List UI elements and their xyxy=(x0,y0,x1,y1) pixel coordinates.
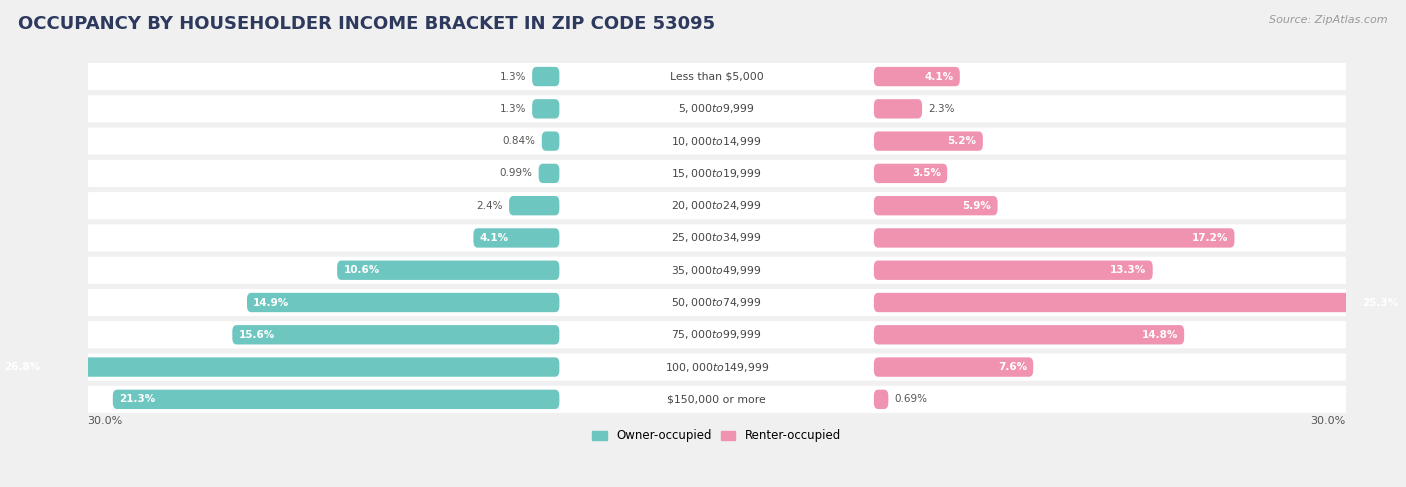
FancyBboxPatch shape xyxy=(531,99,560,118)
FancyBboxPatch shape xyxy=(531,67,560,86)
Text: $35,000 to $49,999: $35,000 to $49,999 xyxy=(672,264,762,277)
Text: 30.0%: 30.0% xyxy=(1310,416,1346,426)
Text: $10,000 to $14,999: $10,000 to $14,999 xyxy=(672,134,762,148)
FancyBboxPatch shape xyxy=(875,325,1184,344)
Text: 1.3%: 1.3% xyxy=(499,72,526,81)
Text: $100,000 to $149,999: $100,000 to $149,999 xyxy=(665,360,769,374)
Text: 10.6%: 10.6% xyxy=(343,265,380,275)
Text: 7.6%: 7.6% xyxy=(998,362,1026,372)
Text: 14.8%: 14.8% xyxy=(1142,330,1178,340)
FancyBboxPatch shape xyxy=(538,164,560,183)
Text: 4.1%: 4.1% xyxy=(924,72,953,81)
FancyBboxPatch shape xyxy=(83,128,1350,155)
Text: $25,000 to $34,999: $25,000 to $34,999 xyxy=(672,231,762,244)
FancyBboxPatch shape xyxy=(83,225,1350,251)
FancyBboxPatch shape xyxy=(247,293,560,312)
Text: $150,000 or more: $150,000 or more xyxy=(668,394,766,404)
FancyBboxPatch shape xyxy=(875,196,998,215)
FancyBboxPatch shape xyxy=(875,131,983,151)
FancyBboxPatch shape xyxy=(875,99,922,118)
FancyBboxPatch shape xyxy=(474,228,560,247)
Text: 0.84%: 0.84% xyxy=(502,136,536,146)
Text: $50,000 to $74,999: $50,000 to $74,999 xyxy=(672,296,762,309)
Text: 30.0%: 30.0% xyxy=(87,416,122,426)
Text: $5,000 to $9,999: $5,000 to $9,999 xyxy=(678,102,755,115)
FancyBboxPatch shape xyxy=(83,95,1350,122)
Text: 0.99%: 0.99% xyxy=(499,169,533,178)
FancyBboxPatch shape xyxy=(337,261,560,280)
Text: 4.1%: 4.1% xyxy=(479,233,509,243)
Text: 26.8%: 26.8% xyxy=(4,362,39,372)
FancyBboxPatch shape xyxy=(83,321,1350,348)
FancyBboxPatch shape xyxy=(509,196,560,215)
FancyBboxPatch shape xyxy=(232,325,560,344)
FancyBboxPatch shape xyxy=(83,257,1350,284)
FancyBboxPatch shape xyxy=(0,357,560,377)
FancyBboxPatch shape xyxy=(875,164,948,183)
Text: 5.2%: 5.2% xyxy=(948,136,977,146)
FancyBboxPatch shape xyxy=(83,192,1350,219)
FancyBboxPatch shape xyxy=(83,354,1350,381)
Text: 17.2%: 17.2% xyxy=(1192,233,1229,243)
FancyBboxPatch shape xyxy=(875,357,1033,377)
Text: $20,000 to $24,999: $20,000 to $24,999 xyxy=(672,199,762,212)
FancyBboxPatch shape xyxy=(83,386,1350,413)
Text: 21.3%: 21.3% xyxy=(120,394,155,404)
FancyBboxPatch shape xyxy=(541,131,560,151)
Text: 1.3%: 1.3% xyxy=(499,104,526,114)
FancyBboxPatch shape xyxy=(875,228,1234,247)
FancyBboxPatch shape xyxy=(875,261,1153,280)
Legend: Owner-occupied, Renter-occupied: Owner-occupied, Renter-occupied xyxy=(588,425,845,447)
Text: $15,000 to $19,999: $15,000 to $19,999 xyxy=(672,167,762,180)
Text: Less than $5,000: Less than $5,000 xyxy=(669,72,763,81)
FancyBboxPatch shape xyxy=(83,63,1350,90)
FancyBboxPatch shape xyxy=(83,289,1350,316)
Text: 5.9%: 5.9% xyxy=(962,201,991,211)
FancyBboxPatch shape xyxy=(875,67,960,86)
Text: 2.3%: 2.3% xyxy=(928,104,955,114)
Text: Source: ZipAtlas.com: Source: ZipAtlas.com xyxy=(1270,15,1388,25)
Text: 15.6%: 15.6% xyxy=(239,330,274,340)
FancyBboxPatch shape xyxy=(875,390,889,409)
FancyBboxPatch shape xyxy=(875,293,1405,312)
Text: 14.9%: 14.9% xyxy=(253,298,290,307)
Text: 3.5%: 3.5% xyxy=(912,169,941,178)
Text: 2.4%: 2.4% xyxy=(477,201,503,211)
Text: 13.3%: 13.3% xyxy=(1111,265,1146,275)
Text: $75,000 to $99,999: $75,000 to $99,999 xyxy=(672,328,762,341)
Text: 25.3%: 25.3% xyxy=(1362,298,1398,307)
Text: 0.69%: 0.69% xyxy=(894,394,928,404)
FancyBboxPatch shape xyxy=(83,160,1350,187)
Text: OCCUPANCY BY HOUSEHOLDER INCOME BRACKET IN ZIP CODE 53095: OCCUPANCY BY HOUSEHOLDER INCOME BRACKET … xyxy=(18,15,716,33)
FancyBboxPatch shape xyxy=(112,390,560,409)
